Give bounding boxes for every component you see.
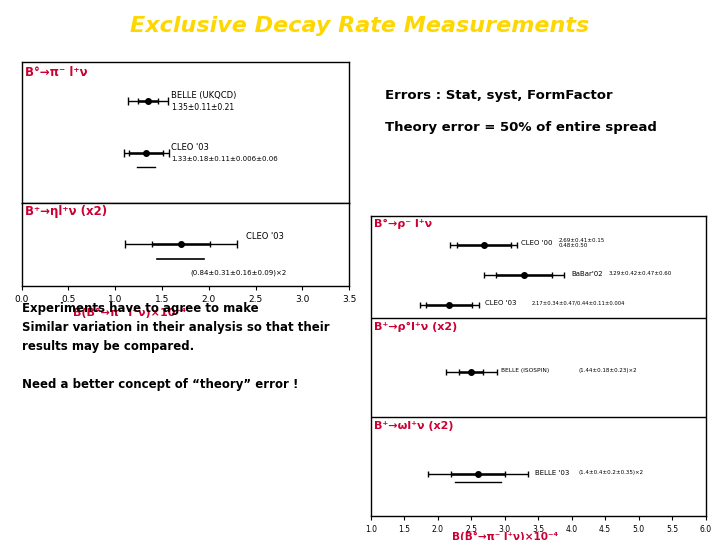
Text: BELLE (UKQCD): BELLE (UKQCD) <box>171 91 237 100</box>
Text: B°→π⁻ l⁺ν: B°→π⁻ l⁺ν <box>25 66 87 79</box>
Text: BaBar'02: BaBar'02 <box>572 271 603 276</box>
Text: B⁺→ηl⁺ν (x2): B⁺→ηl⁺ν (x2) <box>25 205 107 218</box>
Text: Exclusive Decay Rate Measurements: Exclusive Decay Rate Measurements <box>130 16 590 36</box>
Text: (0.84±0.31±0.16±0.09)×2: (0.84±0.31±0.16±0.09)×2 <box>190 269 287 276</box>
Text: BELLE (ISOSPIN): BELLE (ISOSPIN) <box>501 368 549 373</box>
Text: CLEO '00: CLEO '00 <box>521 240 553 246</box>
Text: BELLE '03: BELLE '03 <box>535 470 570 476</box>
Text: B⁺→ωl⁺ν (x2): B⁺→ωl⁺ν (x2) <box>374 421 454 431</box>
Text: Experiments have to agree to make
Similar variation in their analysis so that th: Experiments have to agree to make Simila… <box>22 302 329 392</box>
Text: (1.4±0.4±0.2±0.35)×2: (1.4±0.4±0.2±0.35)×2 <box>578 470 644 475</box>
Text: 2.17±0.34±0.47/0.44±0.11±0.004: 2.17±0.34±0.47/0.44±0.11±0.004 <box>531 301 625 306</box>
Text: B⁺→ρ°l⁺ν (x2): B⁺→ρ°l⁺ν (x2) <box>374 322 457 333</box>
Text: Theory error = 50% of entire spread: Theory error = 50% of entire spread <box>385 122 657 134</box>
Text: CLEO '03: CLEO '03 <box>246 232 284 241</box>
Text: B°→ρ⁻ l⁺ν: B°→ρ⁻ l⁺ν <box>374 219 432 229</box>
Text: CLEO '03: CLEO '03 <box>485 300 516 306</box>
Text: (1.44±0.18±0.23)×2: (1.44±0.18±0.23)×2 <box>578 368 637 373</box>
Text: Errors : Stat, syst, FormFactor: Errors : Stat, syst, FormFactor <box>385 89 613 102</box>
Text: 1.33±0.18±0.11±0.006±0.06: 1.33±0.18±0.11±0.006±0.06 <box>171 156 278 162</box>
Text: B(B°→π⁻ l⁺ν)×10⁻⁴: B(B°→π⁻ l⁺ν)×10⁻⁴ <box>73 308 186 318</box>
Text: 1.35±0.11±0.21: 1.35±0.11±0.21 <box>171 103 235 112</box>
Text: CLEO '03: CLEO '03 <box>171 143 210 152</box>
Text: 2.69±0.41±0.15
0.48±0.50: 2.69±0.41±0.15 0.48±0.50 <box>558 238 605 248</box>
Text: B(B°→π⁻ l⁺ν)×10⁻⁴: B(B°→π⁻ l⁺ν)×10⁻⁴ <box>451 532 558 540</box>
Text: 3.29±0.42±0.47±0.60: 3.29±0.42±0.47±0.60 <box>608 271 672 276</box>
